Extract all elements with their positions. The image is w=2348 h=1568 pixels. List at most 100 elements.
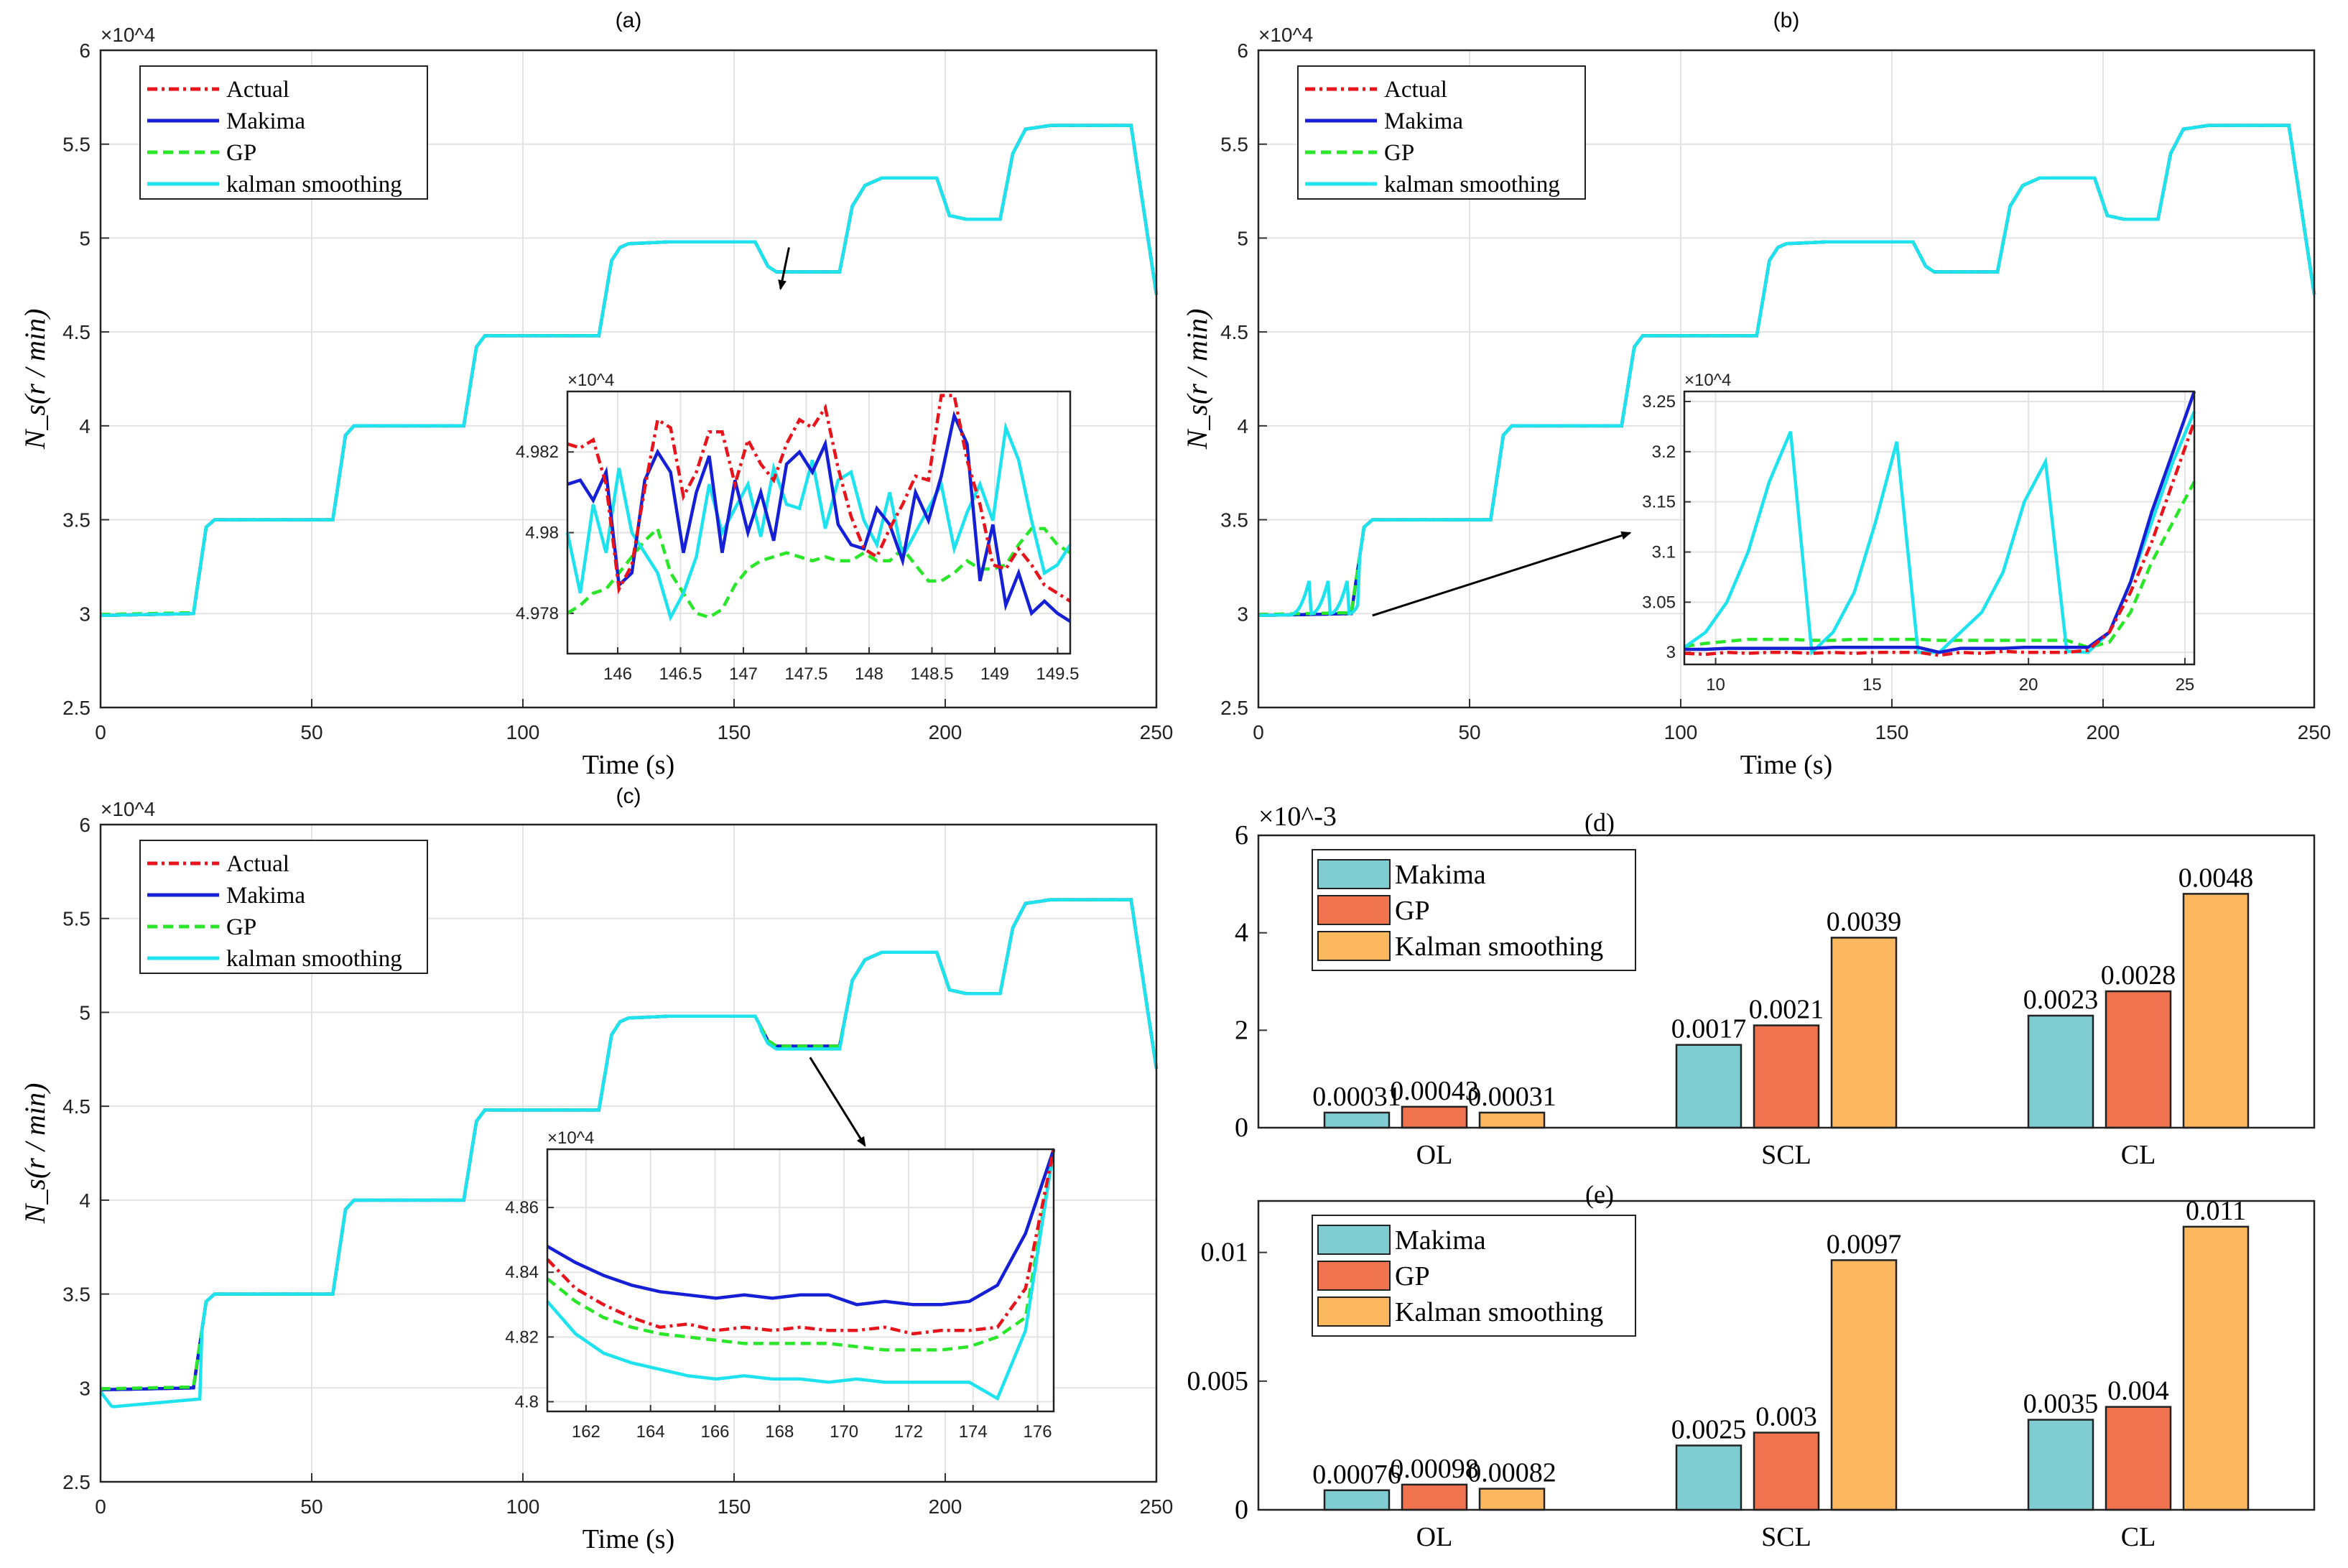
inset-y-tick-label: 3.2 <box>1652 442 1676 462</box>
y-tick-label: 5.5 <box>1220 134 1248 156</box>
inset-series-makima <box>567 410 1072 623</box>
y-tick-label: 0.005 <box>1187 1366 1249 1396</box>
y-tick-label: 6 <box>1237 40 1248 62</box>
series-line-kalman-smoothing <box>99 898 1159 1409</box>
y-tick-label: 4.5 <box>62 321 91 343</box>
exponent-label: ×10^4 <box>101 798 155 820</box>
series-line-kalman-smoothing <box>1258 124 2316 618</box>
inset-x-tick-label: 10 <box>1706 675 1725 695</box>
legend: Actual Makima GP kalman smoothing <box>139 840 428 974</box>
legend-label: Makima <box>226 108 305 134</box>
y-tick-label: 5 <box>79 1001 91 1024</box>
inset-x-tick-label: 166 <box>700 1422 729 1442</box>
inset-series-actual <box>1684 421 2196 657</box>
bar-gp <box>1401 1105 1468 1129</box>
y-tick-label: 0 <box>1235 1495 1248 1525</box>
legend-swatch <box>1317 931 1391 961</box>
y-tick-label: 2.5 <box>1220 697 1248 719</box>
inset-y-tick-label: 4.982 <box>516 442 559 462</box>
y-tick-label: 6 <box>79 40 91 62</box>
y-tick-label: 4 <box>79 1189 91 1212</box>
legend-label: Makima <box>1384 108 1463 134</box>
x-tick-label: 50 <box>1458 721 1480 743</box>
bar-value-label: 0.00031 <box>1312 1082 1401 1112</box>
legend-swatch <box>1317 1225 1391 1255</box>
inset-frame <box>1683 390 2196 666</box>
chart-panel-b: 0 50 100 150 200 250 2.5 3 3.5 4 4.5 5 5.5 6 (b) ×10^4 T… <box>1181 9 2331 780</box>
legend-label: Actual <box>1384 77 1447 103</box>
y-tick-label: 5.5 <box>62 134 91 156</box>
inset-series-gp <box>1684 481 2196 649</box>
inset-y-tick-label: 3.25 <box>1642 392 1676 412</box>
bar-value-label: 0.00043 <box>1390 1076 1479 1106</box>
inset-x-tick-label: 147 <box>729 664 758 684</box>
chart-title: (e) <box>1585 1180 1614 1209</box>
bar-value-label: 0.0039 <box>1827 906 1902 937</box>
bar-kalman-smoothing <box>2182 893 2250 1129</box>
bar-makima <box>1675 1044 1743 1129</box>
inset-series-kalman-smoothing <box>546 1149 1056 1401</box>
inset-series-makima <box>546 1149 1056 1307</box>
legend-box <box>139 65 428 200</box>
y-tick-label: 4 <box>79 415 91 437</box>
inset-x-tick-label: 15 <box>1862 675 1882 695</box>
y-tick-label: 5.5 <box>62 908 91 930</box>
legend: Actual Makima GP kalman smoothing <box>1297 65 1586 200</box>
chart-panel-d: 0246OL0.000310.000430.00031SCL0.00170.00… <box>1235 802 2316 1170</box>
inset-x-tick-label: 176 <box>1024 1422 1052 1442</box>
inset-x-tick-label: 168 <box>765 1422 794 1442</box>
inset-x-tick-label: 162 <box>572 1422 600 1442</box>
plot-frame <box>1257 1200 2316 1511</box>
inset-x-tick-label: 148 <box>855 664 883 684</box>
inset-y-tick-label: 3.1 <box>1652 543 1676 562</box>
series-line-kalman-smoothing <box>100 124 1159 618</box>
bar-makima <box>1323 1111 1391 1129</box>
y-tick-label: 2 <box>1235 1015 1248 1045</box>
inset-exponent-label: ×10^4 <box>547 1128 594 1148</box>
y-tick-label: 5 <box>79 227 91 249</box>
bar-makima <box>1675 1444 1743 1511</box>
inset-y-tick-label: 3.05 <box>1642 593 1676 612</box>
zoom-arrow <box>778 247 790 290</box>
inset-x-tick-label: 164 <box>636 1422 665 1442</box>
x-tick-label: 150 <box>1875 721 1909 743</box>
x-tick-label: 200 <box>929 721 962 743</box>
bar-gp <box>2105 990 2172 1129</box>
x-tick-label: SCL <box>1761 1140 1811 1170</box>
inset-y-tick-label: 4.82 <box>505 1327 539 1347</box>
y-axis-label: N_s(r / min) <box>1181 309 1213 450</box>
x-tick-label: OL <box>1416 1522 1453 1552</box>
legend-label: Makima <box>1395 1225 1486 1256</box>
y-tick-label: 4 <box>1237 415 1248 437</box>
legend-label: kalman smoothing <box>226 946 402 972</box>
y-axis-label: N_s(r / min) <box>19 309 51 450</box>
legend: Actual Makima GP kalman smoothing <box>139 65 428 200</box>
inset-frame <box>566 390 1072 655</box>
bar-value-label: 0.0048 <box>2178 863 2254 893</box>
zoom-arrow <box>1372 531 1632 617</box>
bar-makima <box>2027 1014 2094 1129</box>
inset-x-tick-label: 172 <box>894 1422 923 1442</box>
y-tick-label: 0.01 <box>1201 1238 1249 1268</box>
y-axis-label: N_s(r / min) <box>19 1083 51 1225</box>
inset-y-tick-label: 4.8 <box>515 1392 539 1411</box>
x-tick-label: CL <box>2121 1522 2156 1552</box>
legend-label: GP <box>1395 1261 1430 1291</box>
bar-gp <box>1753 1432 1820 1511</box>
bar-value-label: 0.00031 <box>1467 1082 1556 1112</box>
legend-label: GP <box>1384 140 1414 166</box>
inset-x-tick-label: 20 <box>2019 675 2038 695</box>
x-tick-label: 250 <box>1140 1495 1174 1518</box>
inset-exponent-label: ×10^4 <box>1684 371 1731 390</box>
legend-label: Kalman smoothing <box>1395 932 1603 962</box>
legend: Makima GP Kalman smoothing <box>1312 1215 1636 1337</box>
bar-gp <box>1401 1483 1468 1511</box>
inset-chart: 162 164 166 168 170 172 174 176 4.8 4.82 4.84 4.86 ×… <box>505 1128 1056 1442</box>
inset-series-actual <box>546 1149 1056 1336</box>
plot-frame <box>1257 49 2316 709</box>
legend-label: GP <box>226 140 256 166</box>
bar-value-label: 0.0035 <box>2023 1389 2099 1419</box>
exponent-label: ×10^-3 <box>1258 802 1337 832</box>
